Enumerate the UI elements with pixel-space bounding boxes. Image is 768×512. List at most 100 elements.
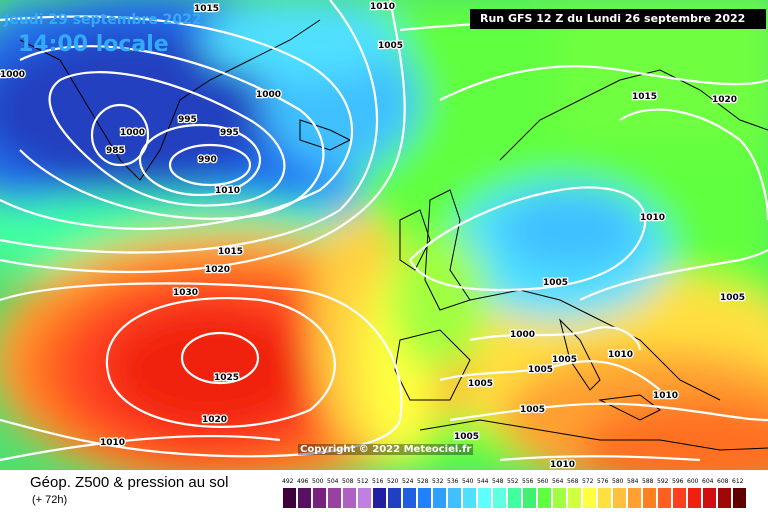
isobar-label: 1000 <box>120 128 145 138</box>
isobar-label: 1000 <box>0 70 25 80</box>
isobar-label: 1005 <box>378 41 403 51</box>
scale-label: 516 <box>372 478 384 485</box>
scale-swatch <box>403 488 416 508</box>
scale-swatch <box>523 488 536 508</box>
scale-label: 612 <box>732 478 744 485</box>
scale-swatch <box>658 488 671 508</box>
scale-label: 544 <box>477 478 489 485</box>
scale-label: 496 <box>297 478 309 485</box>
map-legend-footer: Géop. Z500 & pression au sol (+ 72h) 492… <box>0 470 768 512</box>
scale-label: 600 <box>687 478 699 485</box>
isobar-label: 1005 <box>528 365 553 375</box>
forecast-local-time: 14:00 locale <box>18 32 169 57</box>
scale-swatch <box>688 488 701 508</box>
isobar-label: 985 <box>106 146 125 156</box>
scale-label: 604 <box>702 478 714 485</box>
scale-swatch <box>373 488 386 508</box>
isobar-label: 1015 <box>194 4 219 14</box>
scale-swatch <box>613 488 626 508</box>
scale-swatch <box>718 488 731 508</box>
isobar-label: 1010 <box>100 438 125 448</box>
scale-label: 580 <box>612 478 624 485</box>
scale-label: 524 <box>402 478 414 485</box>
scale-swatch <box>388 488 401 508</box>
isobar-label: 1010 <box>215 186 240 196</box>
isobar-label: 1010 <box>653 391 678 401</box>
scale-label: 552 <box>507 478 519 485</box>
isobar-label: 995 <box>220 128 239 138</box>
isobar-label: 1010 <box>640 213 665 223</box>
run-info-banner: Run GFS 12 Z du Lundi 26 septembre 2022 <box>470 9 766 29</box>
isobar-label: 1010 <box>608 350 633 360</box>
isobar-label: 1010 <box>550 460 575 470</box>
scale-swatch <box>463 488 476 508</box>
isobar-label: 1020 <box>202 415 227 425</box>
scale-swatch <box>283 488 296 508</box>
scale-label: 504 <box>327 478 339 485</box>
scale-label: 576 <box>597 478 609 485</box>
forecast-offset: (+ 72h) <box>32 494 68 506</box>
scale-swatch <box>433 488 446 508</box>
isobar-label: 1005 <box>720 293 745 303</box>
scale-swatch <box>628 488 641 508</box>
scale-label: 492 <box>282 478 294 485</box>
scale-label: 608 <box>717 478 729 485</box>
scale-label: 560 <box>537 478 549 485</box>
isobar-label: 1015 <box>218 247 243 257</box>
isobar-label: 1020 <box>712 95 737 105</box>
scale-label: 568 <box>567 478 579 485</box>
scale-label: 508 <box>342 478 354 485</box>
scale-swatch <box>673 488 686 508</box>
scale-swatch <box>358 488 371 508</box>
forecast-date: Jeudi 29 septembre 2022 <box>4 12 202 28</box>
scale-swatch <box>328 488 341 508</box>
scale-label: 536 <box>447 478 459 485</box>
scale-swatch <box>538 488 551 508</box>
isobar-label: 1030 <box>173 288 198 298</box>
scale-swatch <box>298 488 311 508</box>
isobar-label: 995 <box>178 115 197 125</box>
isobar-label: 1000 <box>510 330 535 340</box>
scale-swatch <box>568 488 581 508</box>
scale-swatch <box>508 488 521 508</box>
scale-label: 596 <box>672 478 684 485</box>
scale-swatch <box>313 488 326 508</box>
scale-label: 528 <box>417 478 429 485</box>
weather-map: 1015 1010 1000 1005 1000 995 1000 995 98… <box>0 0 768 470</box>
isobar-label: 1005 <box>552 355 577 365</box>
isobar-label: 1015 <box>632 92 657 102</box>
isobar-label-group: 1015 1010 1000 1005 1000 995 1000 995 98… <box>0 1 746 470</box>
scale-swatch <box>598 488 611 508</box>
isobar-label: 1005 <box>468 379 493 389</box>
scale-label: 592 <box>657 478 669 485</box>
scale-label: 584 <box>627 478 639 485</box>
scale-label: 588 <box>642 478 654 485</box>
scale-label: 540 <box>462 478 474 485</box>
geopotential-field: 1015 1010 1000 1005 1000 995 1000 995 98… <box>0 0 768 470</box>
isobar-label: 1010 <box>370 2 395 12</box>
scale-label: 572 <box>582 478 594 485</box>
scale-label: 520 <box>387 478 399 485</box>
scale-swatch <box>643 488 656 508</box>
legend-title: Géop. Z500 & pression au sol <box>30 474 229 491</box>
scale-swatch <box>553 488 566 508</box>
scale-swatch <box>733 488 746 508</box>
scale-label: 512 <box>357 478 369 485</box>
scale-swatch <box>478 488 491 508</box>
scale-swatch <box>343 488 356 508</box>
isobar-label: 1025 <box>214 373 239 383</box>
scale-label: 500 <box>312 478 324 485</box>
scale-label: 564 <box>552 478 564 485</box>
copyright-notice: Copyright © 2022 Meteociel.fr <box>298 444 474 455</box>
isobar-label: 990 <box>198 155 217 165</box>
scale-swatch <box>418 488 431 508</box>
scale-label: 556 <box>522 478 534 485</box>
isobar-label: 1000 <box>256 90 281 100</box>
scale-swatch <box>703 488 716 508</box>
isobar-label: 1005 <box>520 405 545 415</box>
scale-swatch <box>448 488 461 508</box>
scale-label: 548 <box>492 478 504 485</box>
isobar-label: 1020 <box>205 265 230 275</box>
isobar-label: 1005 <box>454 432 479 442</box>
isobar-label: 1005 <box>543 278 568 288</box>
